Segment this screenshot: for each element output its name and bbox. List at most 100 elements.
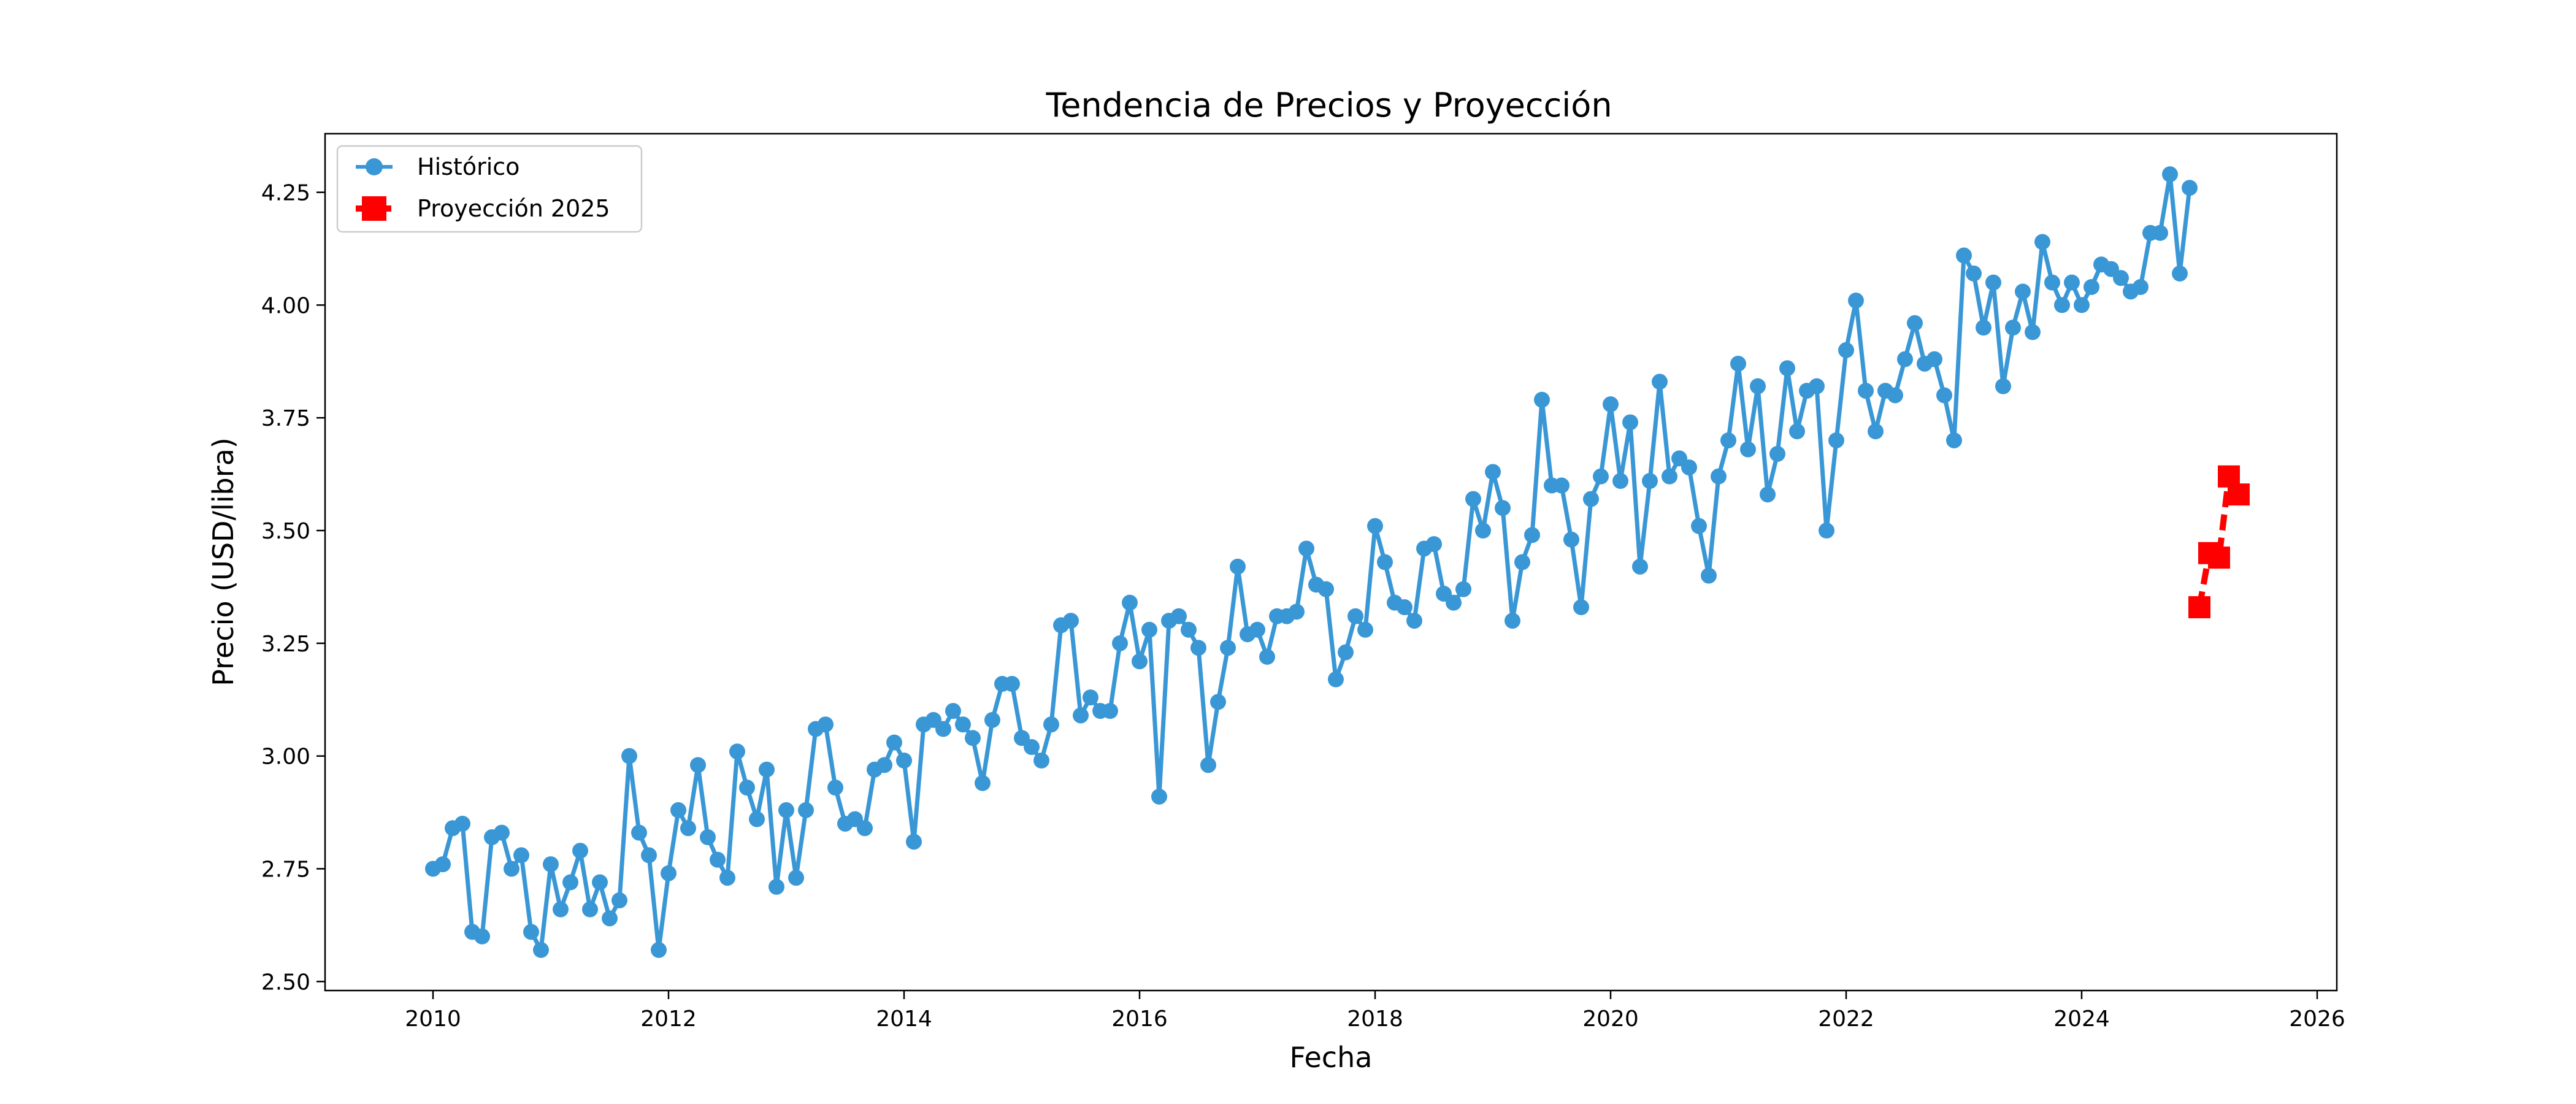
x-tick-label-1: 2012 [640, 1006, 697, 1032]
series-0-point-107 [1475, 523, 1491, 539]
series-0-point-128 [1681, 459, 1697, 476]
series-0-point-166 [2054, 297, 2070, 313]
series-0-point-52 [935, 721, 951, 737]
x-tick-label-5: 2020 [1582, 1006, 1639, 1032]
series-0-point-40 [818, 716, 834, 733]
series-0-point-20 [621, 748, 637, 764]
series-0-point-29 [710, 851, 726, 868]
series-0-point-7 [494, 824, 510, 841]
series-0-point-151 [1907, 315, 1923, 331]
series-0-point-56 [975, 775, 991, 791]
series-0-point-96 [1367, 518, 1383, 534]
legend-label-historico: Histórico [417, 153, 519, 180]
series-0-point-26 [680, 820, 696, 837]
series-0-point-13 [553, 901, 569, 918]
series-0-point-47 [886, 734, 902, 751]
series-0-point-123 [1632, 558, 1648, 575]
series-0-point-105 [1455, 581, 1471, 597]
series-0-point-147 [1868, 423, 1884, 440]
series-0-point-158 [1976, 320, 1991, 336]
chart-title: Tendencia de Precios y Proyección [1045, 86, 1612, 125]
series-0-point-119 [1593, 468, 1609, 485]
series-0-point-97 [1377, 554, 1393, 570]
x-tick-label-3: 2016 [1111, 1006, 1168, 1032]
series-0-point-121 [1612, 473, 1628, 489]
series-0-point-100 [1406, 613, 1422, 629]
series-0-point-113 [1534, 391, 1550, 408]
series-0-point-23 [651, 941, 667, 958]
series-1-point-2 [2208, 546, 2230, 569]
series-0-point-71 [1122, 594, 1138, 611]
y-tick-label-0: 2.50 [261, 970, 310, 995]
series-0-point-179 [2182, 180, 2198, 196]
series-0-point-168 [2074, 297, 2090, 313]
series-0-point-120 [1603, 396, 1619, 413]
series-0-point-38 [798, 802, 814, 818]
series-0-point-160 [1995, 378, 2011, 394]
series-0-point-57 [984, 711, 1000, 728]
series-0-point-8 [504, 861, 519, 877]
series-0-point-130 [1701, 567, 1717, 584]
series-0-point-9 [513, 847, 529, 864]
series-0-point-46 [876, 757, 892, 773]
series-0-point-92 [1328, 671, 1344, 688]
series-0-point-99 [1397, 599, 1413, 616]
series-0-point-28 [700, 829, 716, 846]
series-0-point-104 [1446, 594, 1462, 611]
series-0-point-89 [1298, 540, 1314, 557]
series-0-point-32 [739, 780, 755, 796]
series-0-point-61 [1024, 738, 1040, 755]
series-0-point-131 [1711, 468, 1727, 485]
series-0-point-125 [1652, 374, 1668, 390]
series-0-point-18 [602, 910, 618, 927]
series-0-point-30 [719, 870, 735, 886]
series-0-point-67 [1083, 689, 1098, 706]
series-0-point-53 [945, 703, 961, 719]
series-0-point-44 [857, 820, 873, 837]
x-tick-label-0: 2010 [405, 1006, 461, 1032]
series-0-point-66 [1073, 707, 1089, 724]
series-0-point-79 [1200, 757, 1216, 773]
series-0-point-153 [1926, 351, 1942, 367]
series-0-point-106 [1465, 491, 1481, 507]
series-0-point-117 [1573, 599, 1589, 616]
series-0-point-91 [1318, 581, 1334, 597]
series-0-point-155 [1946, 432, 1962, 448]
series-0-point-134 [1740, 441, 1756, 458]
series-0-point-174 [2133, 278, 2149, 295]
series-0-point-178 [2172, 265, 2188, 282]
series-0-point-59 [1004, 676, 1020, 692]
series-0-point-78 [1190, 640, 1206, 656]
series-0-point-24 [661, 865, 677, 881]
series-0-point-138 [1779, 360, 1795, 377]
y-tick-label-6: 4.00 [261, 293, 310, 318]
x-tick-label-8: 2026 [2289, 1006, 2345, 1032]
series-0-point-77 [1181, 621, 1197, 638]
series-0-point-109 [1495, 500, 1511, 516]
series-0-point-146 [1858, 383, 1874, 399]
series-0-point-165 [2044, 274, 2060, 291]
series-0-point-65 [1063, 613, 1079, 629]
series-0-point-73 [1141, 621, 1157, 638]
series-0-point-144 [1838, 342, 1854, 358]
series-0-point-34 [759, 761, 775, 778]
legend-box [336, 145, 643, 233]
series-0-point-63 [1043, 716, 1059, 733]
series-0-point-31 [729, 743, 745, 760]
series-0-point-141 [1809, 378, 1825, 394]
series-0-point-84 [1249, 621, 1265, 638]
series-0-point-110 [1505, 613, 1520, 629]
series-0-point-22 [641, 847, 657, 864]
x-tick-label-4: 2018 [1347, 1006, 1403, 1032]
series-0-point-72 [1132, 653, 1148, 670]
series-0-point-108 [1485, 464, 1501, 480]
series-0-point-35 [769, 878, 784, 895]
x-tick-label-2: 2014 [876, 1006, 932, 1032]
legend-marker-historico [366, 158, 383, 175]
series-0-point-156 [1956, 247, 1972, 264]
series-0-point-169 [2083, 278, 2099, 295]
series-0-point-149 [1887, 387, 1903, 404]
series-0-point-177 [2162, 166, 2178, 183]
y-tick-label-2: 3.00 [261, 745, 310, 770]
